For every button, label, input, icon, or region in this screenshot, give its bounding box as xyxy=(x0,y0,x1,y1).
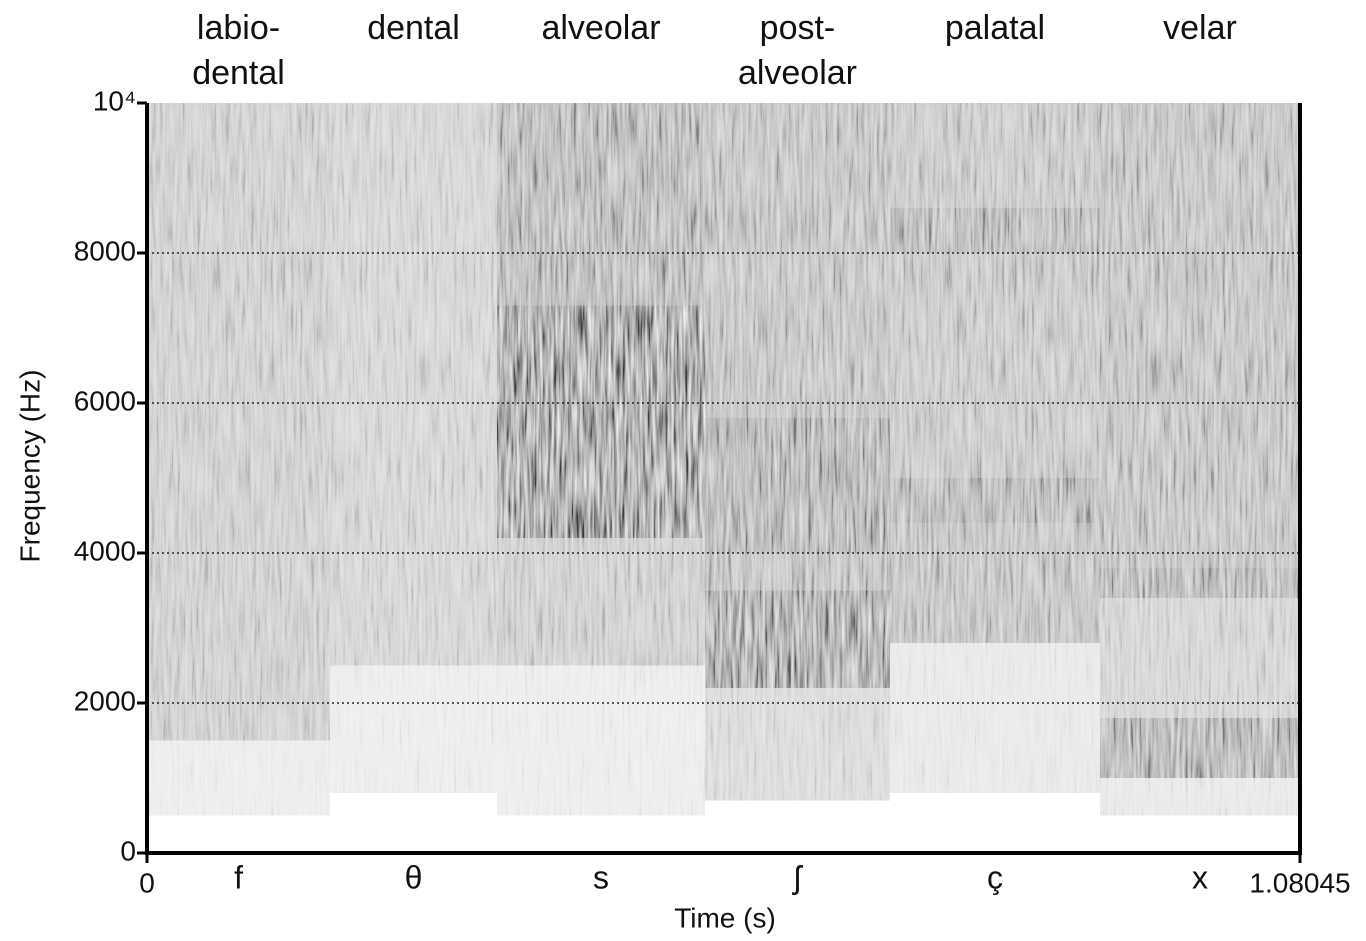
energy-band xyxy=(889,643,1100,793)
energy-band xyxy=(889,253,1100,478)
energy-band xyxy=(497,665,706,816)
place-label: velar xyxy=(1163,9,1237,47)
place-label: alveolar xyxy=(738,54,857,92)
spectrogram xyxy=(147,103,1300,816)
energy-band xyxy=(147,103,331,741)
place-label: palatal xyxy=(945,9,1045,47)
energy-band xyxy=(1099,778,1300,816)
energy-band xyxy=(497,103,706,306)
phoneme-label: f xyxy=(234,859,243,895)
energy-band xyxy=(889,523,1100,643)
energy-band xyxy=(497,305,706,538)
energy-band xyxy=(889,103,1100,208)
y-tick-label: 4000 xyxy=(74,535,136,566)
phoneme-label: s xyxy=(593,859,609,895)
energy-band xyxy=(705,103,890,418)
x-tick-label: 1.08045 xyxy=(1249,867,1350,898)
energy-band xyxy=(330,665,498,793)
phoneme-label: ç xyxy=(987,859,1003,895)
y-axis-title: Frequency (Hz) xyxy=(14,370,45,563)
energy-band xyxy=(1099,718,1300,778)
energy-band xyxy=(705,688,890,801)
y-tick-label: 10⁴ xyxy=(93,85,136,116)
energy-band xyxy=(705,418,890,553)
energy-band xyxy=(1099,568,1300,598)
energy-band xyxy=(889,478,1100,523)
phoneme-label: ʃ xyxy=(792,859,804,895)
place-label: alveolar xyxy=(541,9,660,47)
place-label: post- xyxy=(760,9,836,47)
energy-band xyxy=(705,553,890,591)
y-tick-label: 2000 xyxy=(74,685,136,716)
place-label: dental xyxy=(192,54,285,92)
phoneme-label: θ xyxy=(405,859,423,895)
axes-layer: f labio-dental θ dental s alveolar ʃ post-alveo… xyxy=(74,9,1351,898)
energy-band xyxy=(705,590,890,688)
energy-band xyxy=(1099,103,1300,568)
energy-band xyxy=(497,538,706,666)
energy-band xyxy=(147,740,331,816)
energy-band xyxy=(889,208,1100,253)
y-tick-label: 6000 xyxy=(74,385,136,416)
place-label: labio- xyxy=(197,9,280,47)
y-tick-label: 8000 xyxy=(74,235,136,266)
energy-band xyxy=(330,103,498,666)
x-axis-title: Time (s) xyxy=(674,902,776,933)
x-tick-label: 0 xyxy=(139,867,155,898)
place-label: dental xyxy=(367,9,460,47)
energy-band xyxy=(1099,598,1300,718)
phoneme-label: x xyxy=(1192,859,1208,895)
y-tick-label: 0 xyxy=(120,835,136,866)
